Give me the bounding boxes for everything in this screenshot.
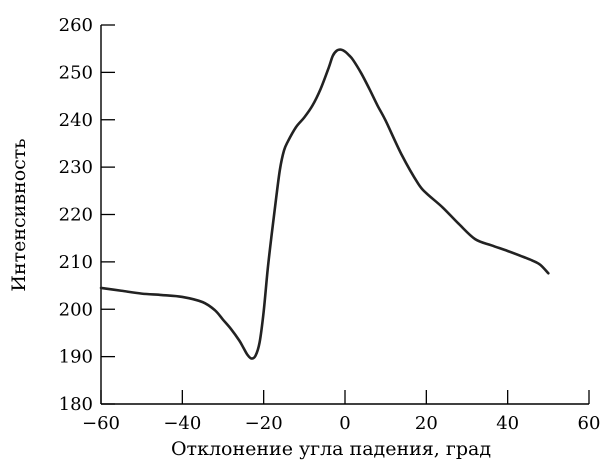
x-axis-ticks: −60 −40 −20 0 20 40 60 xyxy=(82,390,600,434)
y-tick-label: 180 xyxy=(59,394,93,415)
y-tick-label: 250 xyxy=(59,62,93,83)
y-tick-label: 230 xyxy=(59,157,93,178)
y-tick-label: 190 xyxy=(59,347,93,368)
y-tick-label: 210 xyxy=(59,252,93,273)
intensity-curve xyxy=(99,48,550,360)
x-tick-label: 20 xyxy=(415,413,438,434)
y-tick-label: 260 xyxy=(59,15,93,36)
y-axis-title: Интенсивность xyxy=(8,138,30,291)
x-axis-title: Отклонение угла падения, град xyxy=(171,438,491,460)
x-tick-label: −40 xyxy=(163,413,201,434)
x-tick-label: 0 xyxy=(339,413,350,434)
y-axis-ticks: 180 190 200 210 220 230 240 250 260 xyxy=(59,15,115,415)
y-tick-label: 220 xyxy=(59,205,93,226)
x-tick-label: −60 xyxy=(82,413,120,434)
y-tick-label: 240 xyxy=(59,110,93,131)
x-tick-label: −20 xyxy=(245,413,283,434)
x-tick-label: 40 xyxy=(496,413,519,434)
x-tick-label: 60 xyxy=(578,413,601,434)
y-tick-label: 200 xyxy=(59,299,93,320)
